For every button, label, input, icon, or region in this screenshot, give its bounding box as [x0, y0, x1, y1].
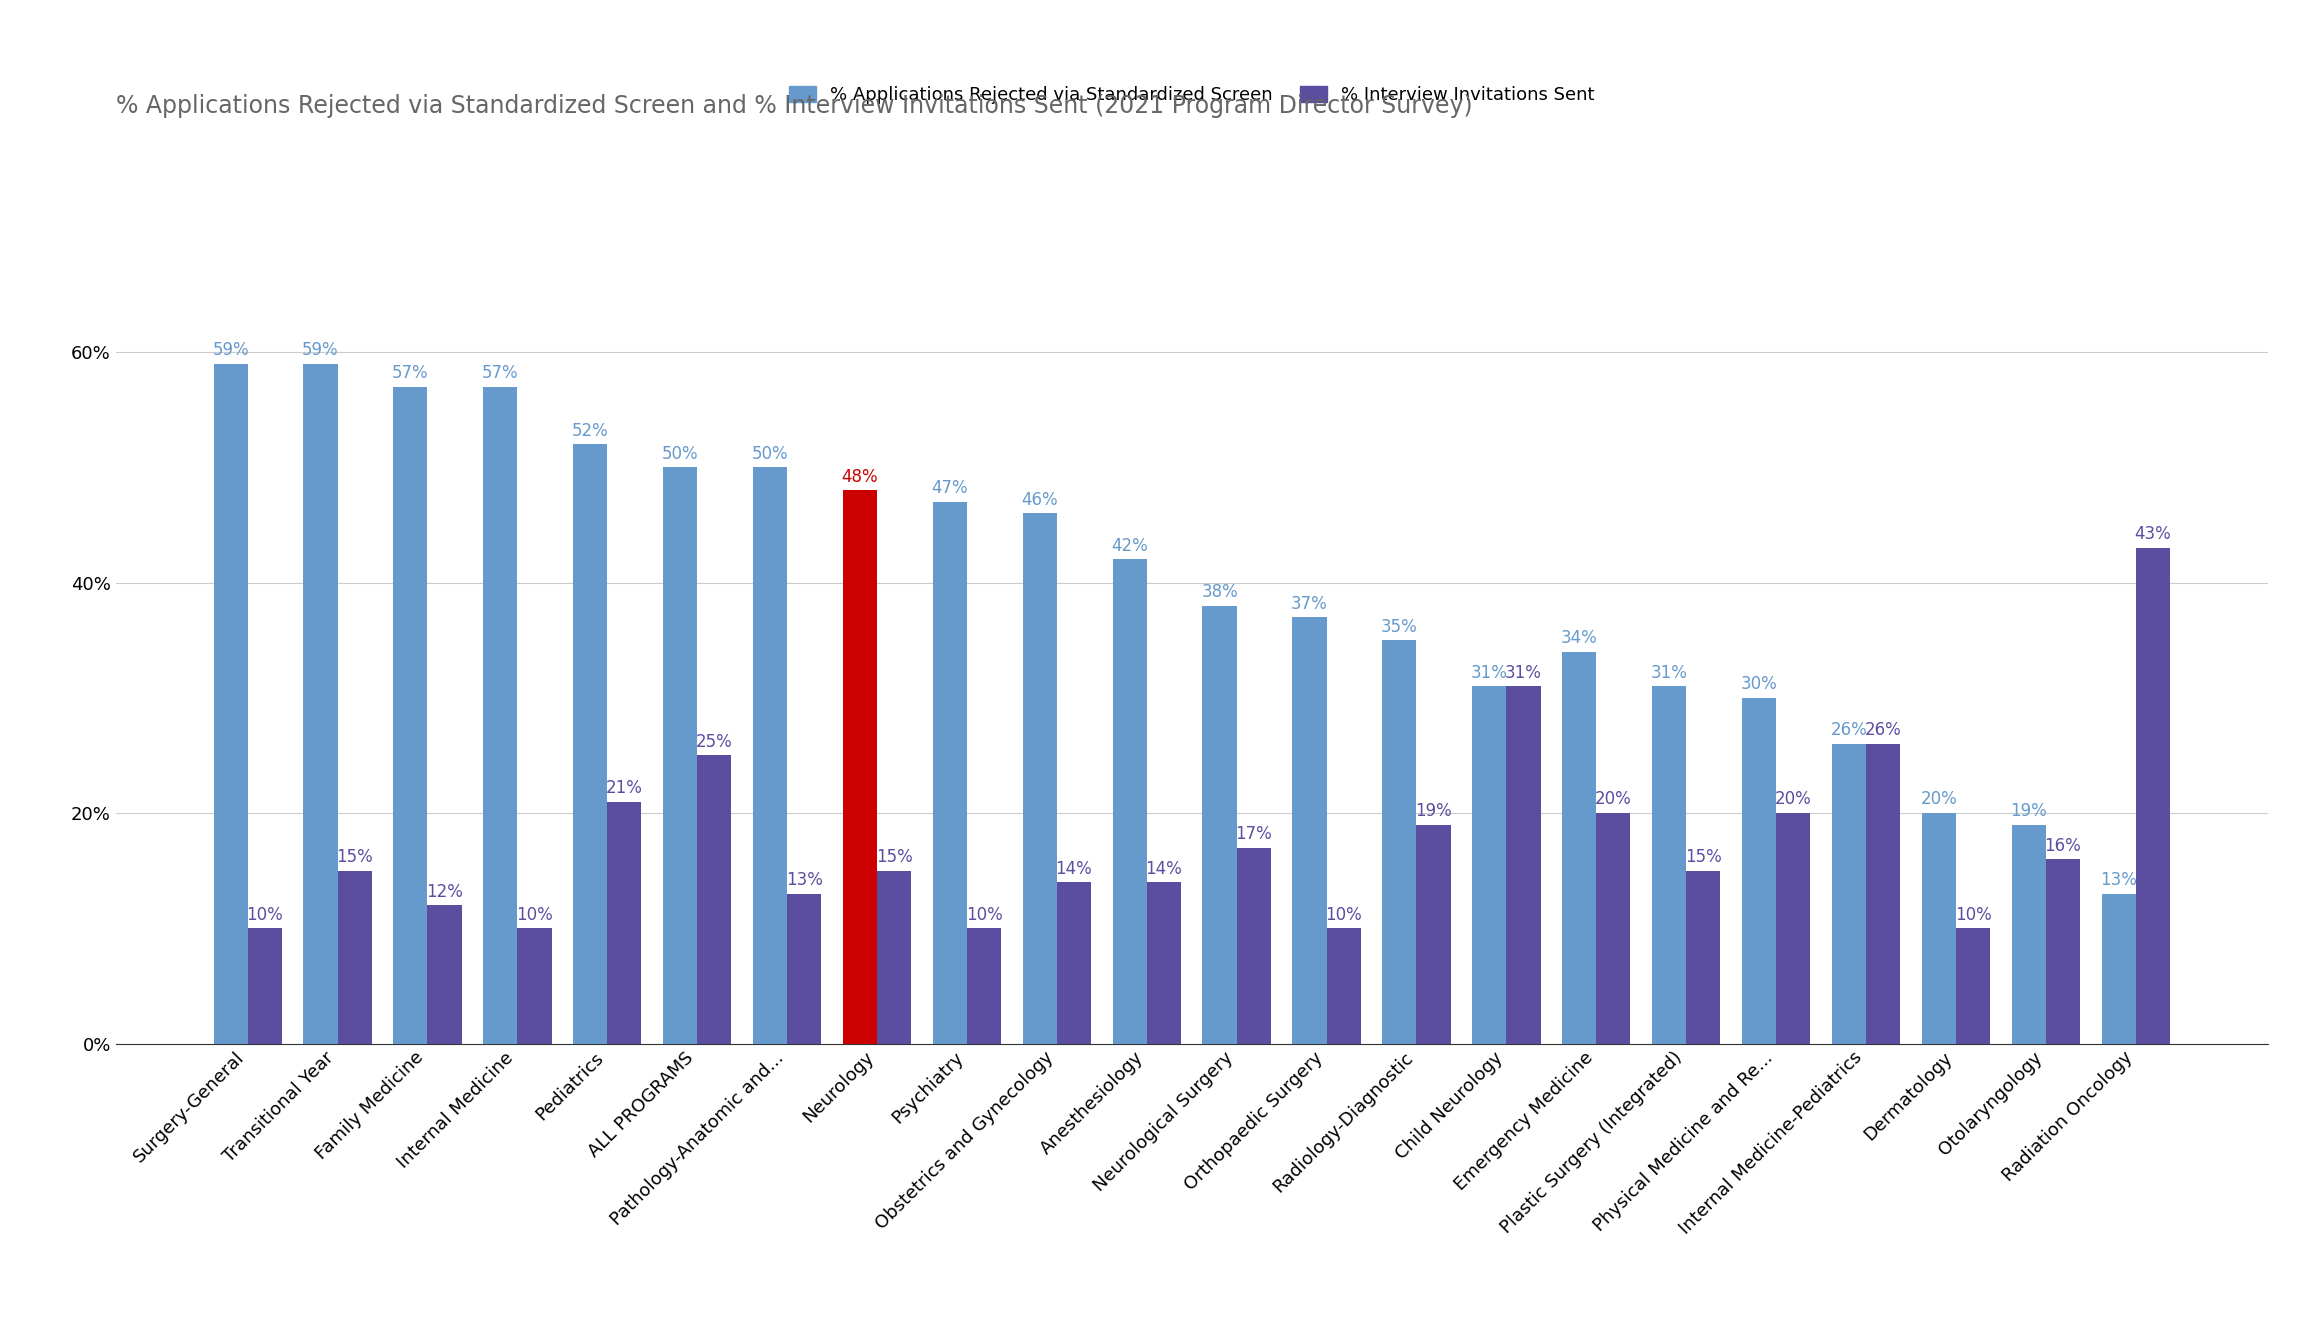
- Bar: [664, 467, 697, 1044]
- Text: 13%: 13%: [787, 871, 824, 890]
- Bar: [428, 906, 463, 1044]
- Text: 21%: 21%: [606, 779, 643, 797]
- Text: 59%: 59%: [303, 341, 338, 359]
- Text: 10%: 10%: [965, 906, 1002, 923]
- Text: 47%: 47%: [933, 479, 967, 498]
- Bar: [518, 929, 551, 1044]
- Text: 15%: 15%: [1685, 848, 1722, 866]
- Text: 57%: 57%: [391, 364, 428, 381]
- Text: 13%: 13%: [2101, 871, 2138, 890]
- Text: 19%: 19%: [1416, 801, 1451, 820]
- Bar: [1203, 606, 1236, 1044]
- Bar: [2101, 894, 2136, 1044]
- Bar: [1865, 744, 1900, 1044]
- Text: 31%: 31%: [1504, 664, 1541, 681]
- Text: 15%: 15%: [875, 848, 912, 866]
- Bar: [2136, 549, 2171, 1044]
- Text: 31%: 31%: [1472, 664, 1509, 681]
- Text: % Applications Rejected via Standardized Screen and % Interview Invitations Sent: % Applications Rejected via Standardized…: [116, 94, 1472, 118]
- Text: 20%: 20%: [1921, 791, 1958, 808]
- Text: 31%: 31%: [1650, 664, 1687, 681]
- Text: 25%: 25%: [697, 733, 734, 751]
- Text: 57%: 57%: [481, 364, 518, 381]
- Bar: [213, 364, 248, 1044]
- Text: 15%: 15%: [336, 848, 373, 866]
- Bar: [1921, 814, 1955, 1044]
- Bar: [933, 502, 967, 1044]
- Text: 14%: 14%: [1055, 859, 1092, 878]
- Bar: [484, 387, 518, 1044]
- Text: 37%: 37%: [1291, 594, 1328, 613]
- Text: 30%: 30%: [1740, 676, 1777, 693]
- Bar: [1294, 617, 1326, 1044]
- Bar: [1955, 929, 1990, 1044]
- Bar: [787, 894, 821, 1044]
- Bar: [2011, 824, 2046, 1044]
- Bar: [1236, 848, 1270, 1044]
- Text: 48%: 48%: [842, 468, 879, 486]
- Bar: [1652, 686, 1687, 1044]
- Bar: [1562, 652, 1597, 1044]
- Bar: [1023, 514, 1057, 1044]
- Bar: [338, 871, 373, 1044]
- Bar: [877, 871, 912, 1044]
- Text: 50%: 50%: [752, 444, 789, 463]
- Bar: [1742, 698, 1777, 1044]
- Text: 16%: 16%: [2046, 836, 2080, 855]
- Bar: [1777, 814, 1810, 1044]
- Text: 26%: 26%: [1865, 721, 1902, 740]
- Bar: [1597, 814, 1631, 1044]
- Bar: [752, 467, 787, 1044]
- Bar: [697, 756, 731, 1044]
- Text: 10%: 10%: [516, 906, 553, 923]
- Text: 14%: 14%: [1145, 859, 1182, 878]
- Text: 10%: 10%: [1326, 906, 1363, 923]
- Bar: [1381, 640, 1416, 1044]
- Bar: [1148, 882, 1180, 1044]
- Text: 34%: 34%: [1562, 629, 1597, 648]
- Bar: [1472, 686, 1506, 1044]
- Bar: [574, 444, 606, 1044]
- Bar: [1057, 882, 1090, 1044]
- Bar: [842, 490, 877, 1044]
- Legend: % Applications Rejected via Standardized Screen, % Interview Invitations Sent: % Applications Rejected via Standardized…: [782, 79, 1601, 111]
- Text: 52%: 52%: [572, 421, 609, 440]
- Text: 10%: 10%: [1955, 906, 1992, 923]
- Text: 38%: 38%: [1201, 583, 1238, 601]
- Text: 26%: 26%: [1830, 721, 1867, 740]
- Bar: [393, 387, 428, 1044]
- Text: 20%: 20%: [1775, 791, 1812, 808]
- Text: 10%: 10%: [245, 906, 282, 923]
- Bar: [606, 801, 641, 1044]
- Bar: [248, 929, 282, 1044]
- Text: 43%: 43%: [2134, 526, 2171, 543]
- Bar: [1833, 744, 1865, 1044]
- Text: 50%: 50%: [662, 444, 699, 463]
- Text: 20%: 20%: [1594, 791, 1631, 808]
- Bar: [967, 929, 1002, 1044]
- Text: 17%: 17%: [1236, 826, 1273, 843]
- Bar: [2046, 859, 2080, 1044]
- Bar: [1506, 686, 1541, 1044]
- Text: 12%: 12%: [426, 883, 463, 900]
- Bar: [303, 364, 338, 1044]
- Bar: [1113, 559, 1148, 1044]
- Text: 46%: 46%: [1020, 491, 1057, 508]
- Text: 19%: 19%: [2011, 801, 2048, 820]
- Bar: [1326, 929, 1361, 1044]
- Text: 35%: 35%: [1381, 618, 1418, 636]
- Bar: [1416, 824, 1451, 1044]
- Bar: [1687, 871, 1719, 1044]
- Text: 42%: 42%: [1111, 537, 1148, 555]
- Text: 59%: 59%: [213, 341, 250, 359]
